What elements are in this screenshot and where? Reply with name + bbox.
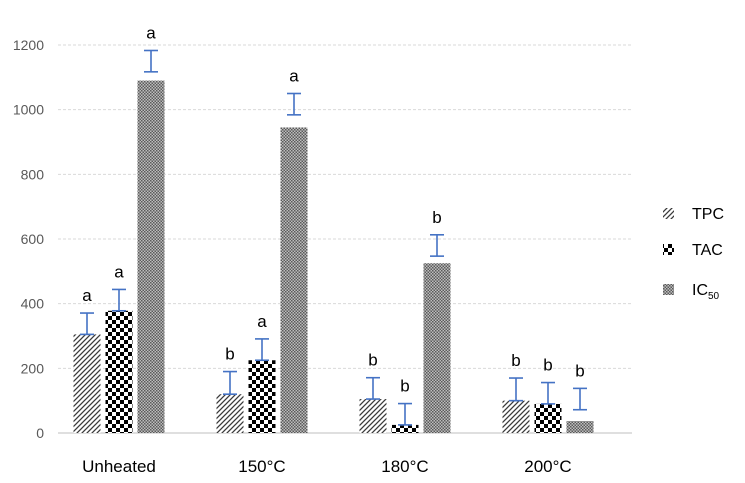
error-bar [287, 92, 301, 116]
significance-letter: b [511, 351, 520, 370]
significance-letters: a b b b a a b b a a b b [82, 23, 584, 395]
legend: TPC TAC IC50 [663, 206, 724, 302]
bar-tac-3 [534, 403, 562, 433]
bar-tac-0 [105, 310, 133, 433]
significance-letter: a [146, 23, 156, 42]
bar-ic-0 [137, 80, 165, 434]
significance-letter: a [82, 286, 92, 305]
error-bar [541, 381, 555, 405]
y-axis-ticks: 0 200 400 600 800 1000 1200 [13, 37, 44, 441]
error-bar [80, 312, 94, 336]
error-bar [255, 338, 269, 362]
legend-item-ic: IC50 [663, 282, 720, 302]
legend-label: IC50 [692, 282, 720, 302]
legend-label: TPC [692, 206, 724, 223]
y-tick-label: 800 [21, 166, 45, 182]
bar-tac-2 [391, 424, 419, 433]
significance-letter: a [257, 312, 267, 331]
category-label: 200°C [524, 457, 571, 476]
y-tick-label: 200 [21, 360, 45, 376]
significance-letter: b [575, 361, 584, 380]
error-bar [509, 377, 523, 402]
error-bar [366, 376, 380, 400]
error-bar [223, 370, 237, 396]
bars [73, 80, 594, 434]
legend-swatch [663, 208, 674, 219]
significance-letter: b [368, 351, 377, 370]
significance-letter: a [289, 67, 299, 86]
category-label: 150°C [238, 457, 285, 476]
bar-tac-1 [248, 360, 276, 433]
significance-letter: b [225, 345, 234, 364]
bar-tpc-0 [73, 334, 101, 433]
significance-letter: a [114, 262, 124, 281]
bar-ic-3 [566, 421, 594, 433]
y-tick-label: 1200 [13, 37, 44, 53]
bar-tpc-2 [359, 399, 387, 433]
y-tick-label: 400 [21, 296, 45, 312]
x-axis-categories: Unheated 150°C 180°C 200°C [82, 457, 572, 476]
category-label: 180°C [381, 457, 428, 476]
category-label: Unheated [82, 457, 156, 476]
bar-ic-1 [280, 127, 308, 433]
legend-label: TAC [692, 242, 723, 259]
significance-letter: b [432, 208, 441, 227]
error-bar [144, 49, 158, 73]
y-tick-label: 0 [36, 425, 44, 441]
error-bars [80, 49, 587, 426]
error-bar [573, 387, 587, 411]
legend-swatch [663, 284, 674, 295]
bar-tpc-3 [502, 400, 530, 433]
y-tick-label: 1000 [13, 102, 44, 118]
bar-tpc-1 [216, 394, 244, 433]
legend-swatch [663, 244, 674, 255]
legend-item-tpc: TPC [663, 206, 724, 223]
significance-letter: b [543, 356, 552, 375]
y-tick-label: 600 [21, 231, 45, 247]
bar-ic-2 [423, 263, 451, 433]
error-bar [398, 402, 412, 426]
error-bar [112, 288, 126, 312]
significance-letter: b [400, 377, 409, 396]
legend-item-tac: TAC [663, 242, 723, 259]
error-bar [430, 233, 444, 257]
